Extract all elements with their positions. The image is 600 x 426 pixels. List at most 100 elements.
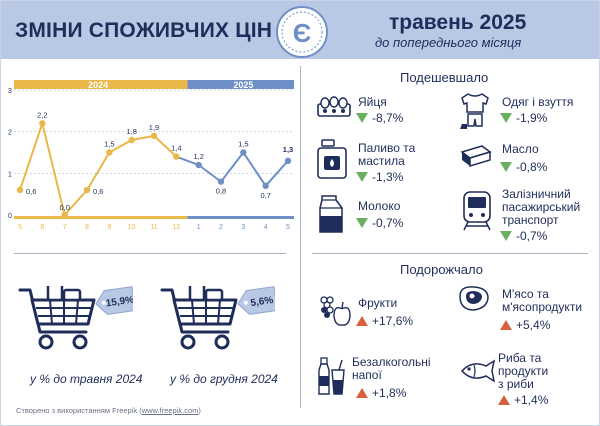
freepik-link[interactable]: www.freepik.com bbox=[141, 406, 199, 415]
data-label: 0,7 bbox=[260, 191, 270, 200]
data-label: 1,9 bbox=[149, 123, 159, 132]
data-label: 1,4 bbox=[171, 144, 181, 153]
data-label: 0,8 bbox=[216, 187, 226, 196]
period-subtitle: до попереднього місяця bbox=[375, 35, 522, 50]
item-clothes-value: -1,9% bbox=[500, 111, 547, 125]
year-label-2024: 2024 bbox=[88, 80, 108, 90]
item-eggs-value: -8,7% bbox=[356, 111, 403, 125]
x-tick-label: 2 bbox=[219, 224, 223, 231]
x-tick-label: 12 bbox=[172, 224, 180, 231]
meat-icon bbox=[459, 286, 489, 311]
item-milk-name: Молоко bbox=[358, 199, 401, 213]
series-line-2024 bbox=[19, 119, 178, 218]
data-point bbox=[106, 149, 113, 156]
y-tick-label: 2 bbox=[8, 130, 12, 137]
x-tick-label: 7 bbox=[63, 224, 67, 231]
data-label: 2,2 bbox=[37, 110, 47, 119]
page-title: ЗМІНИ СПОЖИВЧИХ ЦІН bbox=[15, 19, 273, 42]
data-label: 1,5 bbox=[104, 140, 114, 149]
data-point bbox=[262, 182, 269, 190]
data-point bbox=[173, 153, 180, 160]
y-tick-label: 3 bbox=[8, 88, 12, 95]
data-point bbox=[128, 136, 135, 144]
data-point bbox=[83, 186, 91, 194]
item-fish-value: +1,4% bbox=[498, 393, 548, 407]
x-tick-label: 6 bbox=[40, 224, 44, 231]
item-fruits-name: Фрукти bbox=[358, 296, 398, 310]
x-tick-label: 8 bbox=[85, 224, 89, 231]
section-divider-right bbox=[312, 253, 588, 254]
annual-cart-december: 5,6% bbox=[160, 286, 275, 350]
data-point bbox=[16, 186, 24, 194]
price-tag-icon: 15,9% bbox=[95, 286, 133, 315]
cheaper-title: Подешевшало bbox=[400, 70, 489, 85]
x-tick-label: 10 bbox=[128, 224, 136, 231]
year-band-2024 bbox=[14, 80, 188, 89]
item-fuel-name: Паливо та мастила bbox=[358, 141, 416, 168]
x-tick-label: 1 bbox=[197, 224, 201, 231]
item-butter-name: Масло bbox=[502, 142, 539, 156]
item-eggs-name: Яйця bbox=[358, 95, 387, 109]
decrease-arrow-icon bbox=[500, 113, 512, 123]
item-drinks-name: Безалкогольні напої bbox=[352, 355, 431, 382]
clothes-icon bbox=[460, 93, 489, 129]
x-tick-label: 11 bbox=[150, 224, 157, 231]
decrease-arrow-icon bbox=[356, 113, 368, 123]
item-drinks-value: +1,8% bbox=[356, 386, 406, 400]
item-meat-name: М'ясо та м'ясопродукти bbox=[502, 287, 583, 314]
x-axis-band-2025 bbox=[187, 216, 294, 219]
drinks-icon bbox=[318, 357, 345, 395]
shopping-cart-icon bbox=[160, 286, 238, 350]
data-label: 0,6 bbox=[93, 187, 103, 196]
x-tick-label: 3 bbox=[241, 224, 245, 231]
period-label: травень 2025 bbox=[389, 11, 527, 34]
data-point bbox=[61, 211, 68, 219]
euro-logo-icon: Є bbox=[276, 6, 328, 58]
data-point bbox=[150, 132, 158, 140]
data-label: 1,3 bbox=[283, 145, 293, 154]
annual-cart-may: 15,9% bbox=[18, 286, 133, 350]
increase-arrow-icon bbox=[356, 388, 368, 398]
header-banner: ЗМІНИ СПОЖИВЧИХ ЦІН Є травень 2025 до по… bbox=[1, 1, 599, 59]
train-icon bbox=[463, 191, 491, 231]
increase-arrow-icon bbox=[500, 320, 512, 330]
price-tag-icon: 5,6% bbox=[237, 286, 275, 315]
fish-icon bbox=[460, 359, 496, 383]
data-label: 1,2 bbox=[193, 152, 203, 161]
item-meat-value: +5,4% bbox=[500, 318, 550, 332]
fruits-icon bbox=[320, 296, 351, 326]
decrease-arrow-icon bbox=[500, 231, 512, 241]
x-axis-band-2024 bbox=[14, 216, 188, 219]
decrease-arrow-icon bbox=[356, 218, 368, 228]
item-butter-value: -0,8% bbox=[500, 160, 547, 174]
item-fish-name: Риба та продукти з риби bbox=[498, 351, 549, 391]
pricier-title: Подорожчало bbox=[400, 262, 483, 277]
item-fruits-value: +17,6% bbox=[356, 314, 413, 328]
item-train-name: Залізничний пасажирський транспорт bbox=[502, 187, 581, 227]
section-divider-vertical bbox=[300, 66, 301, 408]
series-line-2025 bbox=[175, 150, 289, 188]
data-point bbox=[39, 120, 46, 127]
section-divider-left bbox=[14, 253, 286, 254]
shopping-cart-icon bbox=[18, 286, 96, 350]
data-label: 0,6 bbox=[26, 187, 36, 196]
data-point bbox=[284, 157, 292, 165]
annual-december-caption: у % до грудня 2024 bbox=[170, 372, 278, 386]
decrease-arrow-icon bbox=[356, 172, 368, 182]
year-label-2025: 2025 bbox=[233, 80, 253, 90]
year-band-2025 bbox=[187, 80, 294, 89]
data-point bbox=[195, 161, 202, 169]
data-label: 1,8 bbox=[126, 127, 136, 136]
annual-may-caption: у % до травня 2024 bbox=[30, 372, 143, 386]
item-clothes-name: Одяг і взуття bbox=[502, 95, 574, 109]
x-tick-label: 4 bbox=[264, 224, 268, 231]
footer-credit: Створено з використанням Freepik (www.fr… bbox=[16, 406, 201, 415]
milk-icon bbox=[319, 195, 344, 233]
logo-letter: Є bbox=[293, 18, 312, 48]
decrease-arrow-icon bbox=[500, 162, 512, 172]
data-point bbox=[217, 178, 225, 185]
butter-icon bbox=[460, 145, 492, 168]
x-tick-label: 9 bbox=[107, 224, 111, 231]
data-label: 0,0 bbox=[59, 203, 69, 212]
